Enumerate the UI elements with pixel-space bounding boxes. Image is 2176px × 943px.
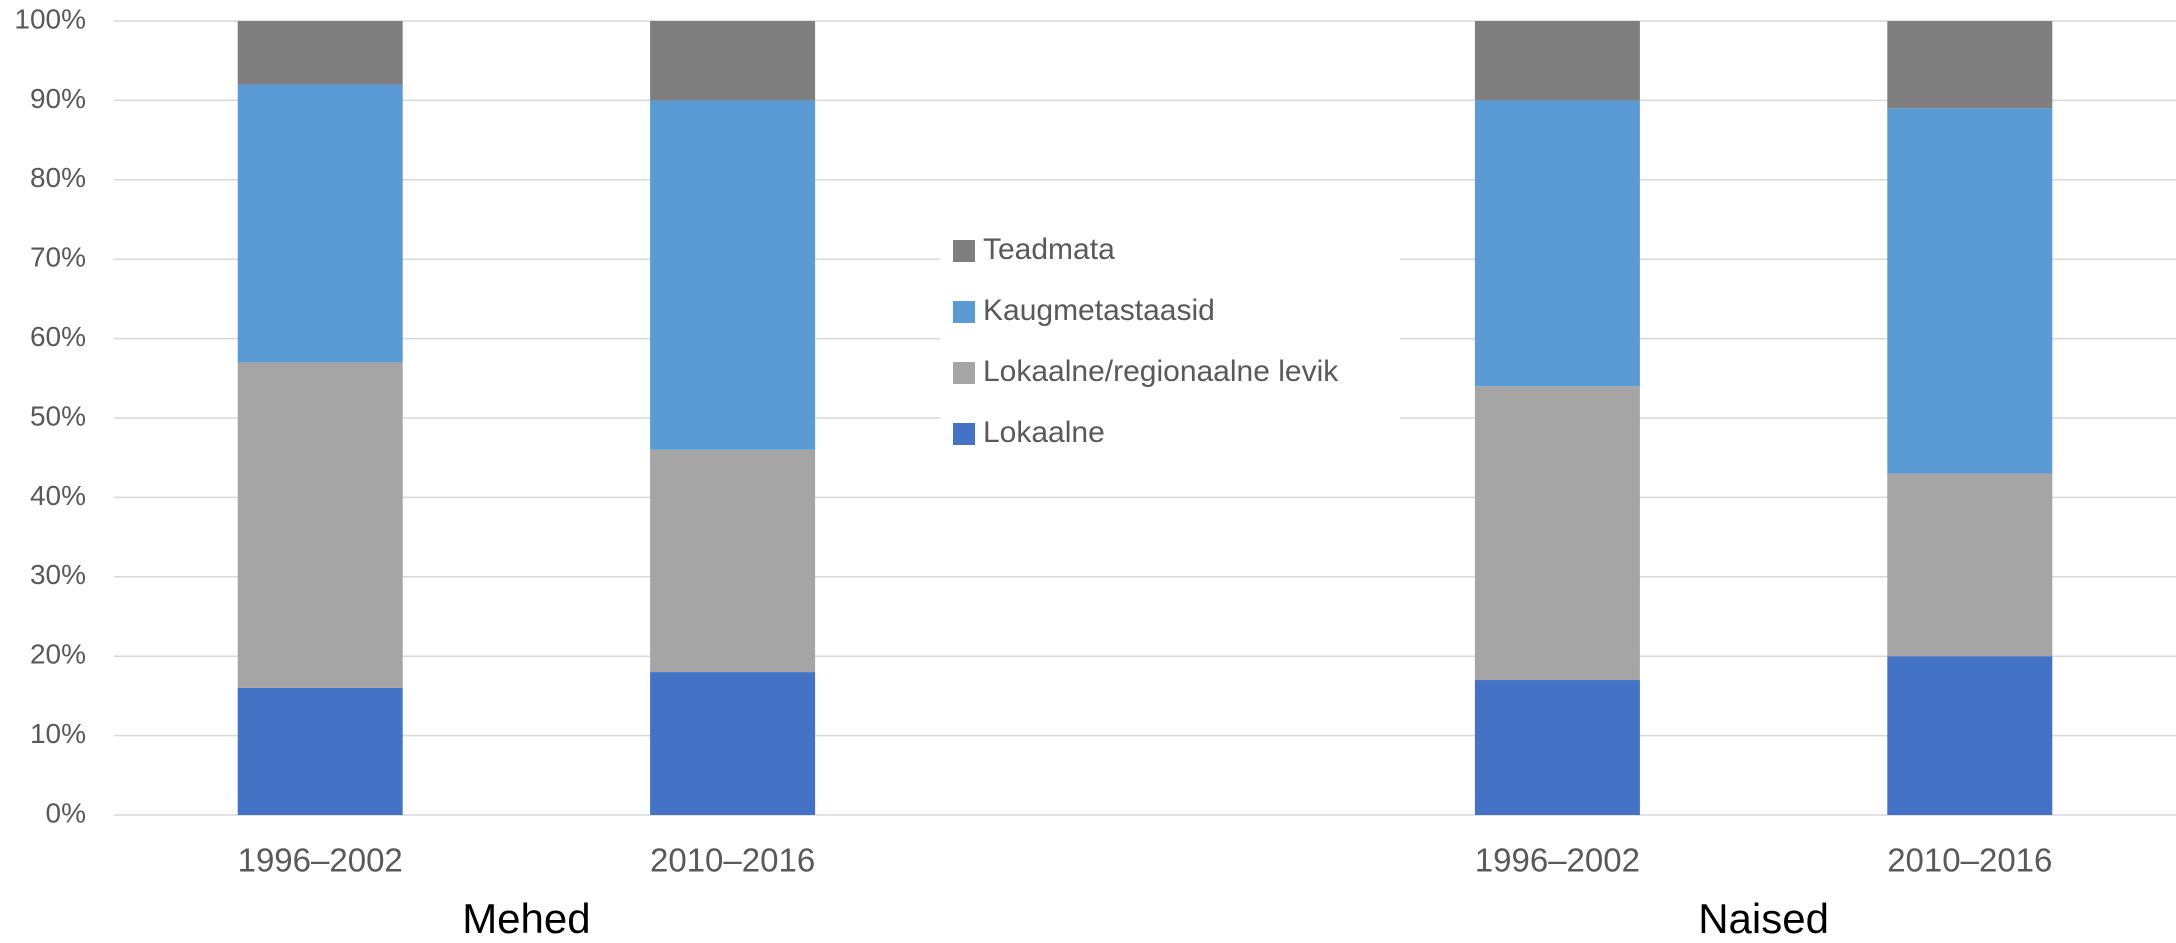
bar-segment [1474,100,1640,387]
y-tick-label: 100% [14,3,86,34]
bar-segment [237,21,403,85]
y-tick-label: 60% [30,321,86,352]
bar-segment [237,687,403,815]
bar-segment [1887,656,2053,815]
bar-segment [237,362,403,688]
legend-box [940,220,1400,466]
bar-segment [1887,473,2053,657]
bar-segment [237,84,403,363]
y-tick-label: 20% [30,639,86,670]
legend-swatch [953,301,975,323]
group-label: Mehed [462,895,590,942]
y-tick-label: 0% [46,797,86,828]
legend-swatch [953,423,975,445]
x-tick-label: 1996–2002 [1475,842,1640,879]
legend-label: Kaugmetastaasid [983,294,1215,327]
group-label: Naised [1698,895,1829,942]
y-tick-label: 80% [30,162,86,193]
bar-segment [650,100,816,450]
legend-label: Teadmata [983,233,1115,266]
y-tick-label: 30% [30,559,86,590]
bar-segment [650,449,816,673]
bar-segment [650,672,816,815]
legend-label: Lokaalne/regionaalne levik [983,355,1339,388]
x-tick-label: 1996–2002 [238,842,403,879]
bar-segment [1887,21,2053,109]
y-tick-label: 90% [30,83,86,114]
y-tick-label: 10% [30,718,86,749]
x-tick-label: 2010–2016 [650,842,815,879]
x-tick-label: 2010–2016 [1887,842,2052,879]
legend-swatch [953,362,975,384]
bar-segment [1887,108,2053,474]
legend-swatch [953,240,975,262]
legend-label: Lokaalne [983,416,1105,449]
bar-segment [1474,386,1640,681]
bar-segment [1474,21,1640,101]
y-tick-label: 50% [30,400,86,431]
bar-segment [1474,680,1640,815]
bar-segment [650,21,816,101]
y-tick-label: 40% [30,480,86,511]
y-tick-label: 70% [30,242,86,273]
